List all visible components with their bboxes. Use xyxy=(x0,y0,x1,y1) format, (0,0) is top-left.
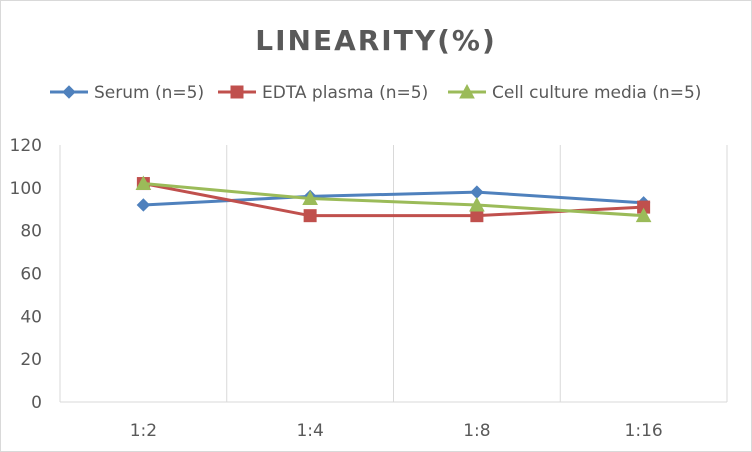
y-tick-label: 80 xyxy=(20,222,42,242)
y-tick-label: 40 xyxy=(20,307,42,327)
legend-label: Serum (n=5) xyxy=(94,83,204,103)
data-point xyxy=(470,209,484,223)
series-3 xyxy=(135,175,652,223)
x-tick-label: 1:8 xyxy=(463,421,490,441)
x-tick-label: 1:4 xyxy=(296,421,323,441)
x-tick-label: 1:2 xyxy=(130,421,157,441)
grid xyxy=(59,145,728,402)
legend-marker xyxy=(62,85,76,99)
legend-item: Serum (n=5) xyxy=(50,83,204,103)
data-point xyxy=(136,198,151,212)
legend-label: Cell culture media (n=5) xyxy=(492,83,701,103)
legend-item: EDTA plasma (n=5) xyxy=(218,83,428,103)
data-point xyxy=(635,207,652,223)
data-point xyxy=(135,175,152,191)
data-point xyxy=(469,196,485,212)
legend-label: EDTA plasma (n=5) xyxy=(262,83,428,103)
y-tick-label: 20 xyxy=(20,350,42,370)
series-layer xyxy=(135,175,652,223)
y-tick-label: 60 xyxy=(20,265,42,285)
legend-item: Cell culture media (n=5) xyxy=(448,83,701,103)
data-point xyxy=(302,190,318,206)
y-tick-label: 120 xyxy=(10,136,42,156)
legend-marker xyxy=(230,85,244,99)
legend: Serum (n=5) EDTA plasma (n=5) Cell culture… xyxy=(50,83,701,103)
data-point xyxy=(470,185,484,199)
chart-title: LINEARITY(%) xyxy=(255,24,497,57)
axes: 0 20 40 60 80 100 120 1:2 1:4 1:8 1:16 xyxy=(10,136,727,441)
data-point xyxy=(303,209,317,223)
y-tick-label: 0 xyxy=(31,393,42,413)
y-tick-label: 100 xyxy=(10,179,42,199)
x-tick-label: 1:16 xyxy=(625,421,663,441)
series-line xyxy=(143,182,644,218)
legend-marker xyxy=(459,83,475,99)
